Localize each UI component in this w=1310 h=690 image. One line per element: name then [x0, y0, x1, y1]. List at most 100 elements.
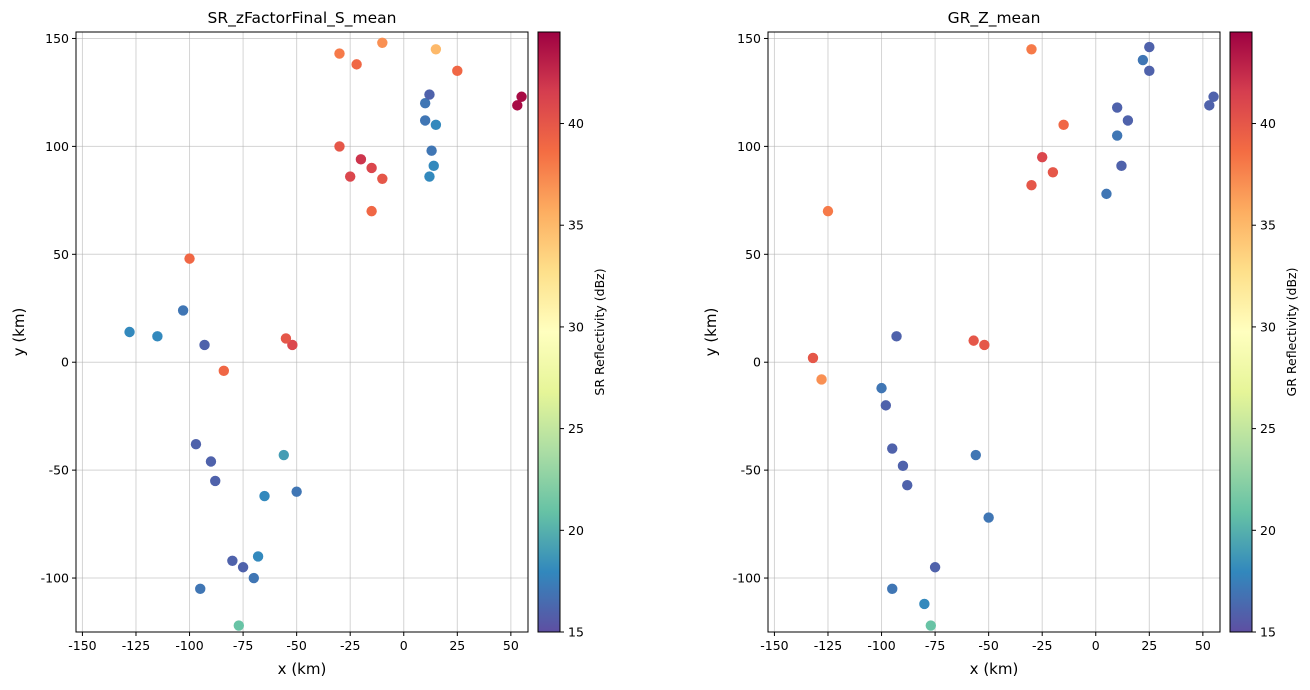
- gr-scatter-point: [970, 449, 981, 461]
- sr-chart-title: SR_zFactorFinal_S_mean: [208, 9, 397, 28]
- gr-x-axis: -150 -125 -100 -75 -50 -25 0 25 50: [760, 632, 1211, 653]
- gr-x-tick-label: -125: [814, 638, 842, 653]
- gr-scatter-point: [979, 339, 990, 351]
- sr-x-tick-label: -100: [175, 638, 203, 653]
- sr-x-tick-label: -50: [286, 638, 306, 653]
- sr-scatter-point: [252, 551, 264, 562]
- gr-scatter-point: [1036, 151, 1048, 163]
- gr-scatter-point: [880, 400, 892, 411]
- gr-x-tick-label: 50: [1195, 638, 1211, 653]
- gr-scatter-point: [891, 331, 902, 342]
- gr-scatter-point: [902, 480, 913, 491]
- gr-x-axis-label: x (km): [970, 660, 1019, 678]
- sr-colorbar-tick-label: 35: [568, 218, 584, 233]
- sr-x-tick-label: -150: [68, 638, 96, 653]
- sr-x-axis: -150 -125 -100 -75 -50 -25 0 25 50: [68, 632, 519, 653]
- sr-scatter-point: [355, 154, 367, 165]
- sr-scatter-point: [428, 160, 439, 172]
- sr-colorbar-frame: [537, 31, 561, 633]
- gr-scatter-point: [1111, 130, 1123, 141]
- gr-scatter-point: [1116, 160, 1127, 172]
- sr-scatter-point: [190, 439, 202, 450]
- gr-scatter-point: [816, 374, 827, 385]
- sr-scatter-point: [419, 98, 431, 109]
- gr-x-tick-label: 25: [1141, 638, 1157, 653]
- gr-y-tick-label: 0: [753, 355, 761, 370]
- gr-scatter-point: [876, 382, 887, 394]
- gr-x-tick-label: -50: [978, 638, 998, 653]
- gr-y-tick-label: -100: [733, 571, 761, 586]
- gr-scatter-point: [919, 598, 930, 610]
- sr-colorbar-tick-label: 30: [568, 319, 584, 334]
- gr-y-axis: -100 -50 0 50 100 150: [733, 31, 768, 586]
- gr-x-tick-label: -100: [867, 638, 895, 653]
- sr-x-axis-label: x (km): [278, 660, 327, 678]
- sr-x-tick-label: -75: [233, 638, 253, 653]
- sr-x-tick-label: 0: [400, 638, 408, 653]
- sr-colorbar-gradient: [538, 32, 560, 632]
- sr-scatter-point: [452, 65, 463, 77]
- sr-scatter-point: [124, 326, 135, 338]
- sr-scatter-point: [334, 141, 345, 152]
- gr-scatter-point: [1101, 188, 1112, 200]
- sr-x-tick-label: 50: [503, 638, 519, 653]
- gr-colorbar-tick-label: 25: [1260, 421, 1276, 436]
- sr-scatter-point: [424, 89, 435, 100]
- panel-gr: -150 -125 -100 -75 -50 -25 0 25 50 -100 -50 0 50 100…: [702, 9, 1299, 678]
- sr-x-tick-label: -25: [340, 638, 360, 653]
- sr-scatter-point: [280, 333, 292, 344]
- sr-scatter-point: [195, 583, 206, 595]
- sr-scatter-point: [152, 331, 163, 342]
- sr-scatter-point: [366, 162, 377, 174]
- sr-scatter-point: [419, 115, 431, 126]
- sr-colorbar-label: SR Reflectivity (dBz): [592, 268, 607, 395]
- sr-scatter-point: [177, 305, 189, 316]
- gr-scatter-point: [1047, 167, 1059, 178]
- gr-scatter-point: [1137, 54, 1149, 66]
- gr-scatter-point: [807, 352, 819, 364]
- gr-colorbar-tick-label: 20: [1260, 523, 1276, 538]
- gr-scatter-point: [1026, 44, 1037, 55]
- gr-scatter-point: [1204, 100, 1215, 111]
- sr-x-tick-label: -125: [122, 638, 150, 653]
- sr-scatter-point: [184, 253, 195, 264]
- gr-scatter-point: [1111, 102, 1123, 113]
- sr-x-tick-label: 25: [449, 638, 465, 653]
- sr-y-tick-label: -100: [41, 571, 69, 586]
- gr-colorbar-tick-label: 15: [1260, 625, 1276, 640]
- sr-scatter-point: [278, 449, 289, 461]
- gr-scatter-point: [968, 335, 979, 346]
- panel-sr: -150 -125 -100 -75 -50 -25 0 25 50 -100 -50 0 50 100…: [10, 9, 607, 678]
- sr-scatter-point: [205, 456, 217, 467]
- gr-scatter-point: [1144, 65, 1155, 77]
- gr-colorbar-frame: [1229, 31, 1253, 633]
- sr-scatter-point: [237, 562, 249, 573]
- gr-scatter-point: [1026, 180, 1037, 191]
- sr-scatter-point: [218, 365, 230, 377]
- gr-scatter-point: [929, 562, 941, 573]
- sr-scatter-point: [430, 119, 442, 131]
- gr-chart-title: GR_Z_mean: [948, 9, 1041, 28]
- sr-colorbar-tick-label: 20: [568, 523, 584, 538]
- gr-scatter-point: [983, 512, 994, 523]
- sr-scatter-point: [287, 339, 298, 351]
- gr-y-axis-label: y (km): [702, 308, 720, 357]
- gr-scatter-point: [925, 620, 937, 631]
- gr-scatter-point: [1208, 91, 1219, 102]
- sr-colorbar-ticks: 15 20 25 30 35 40: [560, 116, 584, 640]
- gr-y-tick-label: 50: [745, 247, 761, 262]
- sr-scatter-point: [227, 555, 238, 566]
- sr-plot-frame: [75, 31, 529, 633]
- sr-scatter-point: [377, 173, 388, 184]
- sr-scatter-point: [344, 171, 356, 182]
- gr-scatter-point: [1058, 119, 1069, 131]
- gr-x-tick-label: 0: [1092, 638, 1100, 653]
- gr-y-tick-label: 150: [737, 31, 761, 46]
- gr-y-tick-label: 100: [737, 139, 761, 154]
- sr-scatter-points: [124, 37, 527, 631]
- sr-scatter-point: [291, 486, 302, 497]
- gr-scatter-point: [1144, 41, 1155, 53]
- sr-colorbar-tick-label: 40: [568, 116, 584, 131]
- sr-scatter-point: [426, 145, 437, 156]
- sr-colorbar-tick-label: 15: [568, 625, 584, 640]
